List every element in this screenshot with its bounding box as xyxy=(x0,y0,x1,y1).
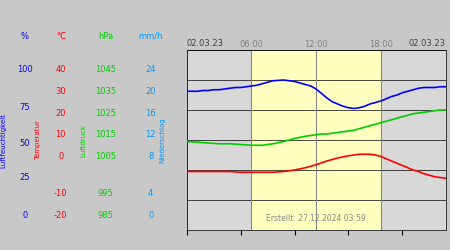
Text: 0: 0 xyxy=(58,152,63,161)
Text: °C: °C xyxy=(56,32,66,41)
Text: 4: 4 xyxy=(148,190,153,198)
Text: 40: 40 xyxy=(55,65,66,74)
Text: Erstellt: 27.12.2024 03:59: Erstellt: 27.12.2024 03:59 xyxy=(266,214,366,223)
Text: Temperatur: Temperatur xyxy=(35,120,41,160)
Text: 1035: 1035 xyxy=(95,87,116,96)
Text: 1005: 1005 xyxy=(95,152,116,161)
Text: mm/h: mm/h xyxy=(139,32,163,41)
Text: Luftdruck: Luftdruck xyxy=(80,124,86,156)
Text: 995: 995 xyxy=(98,190,113,198)
Text: -10: -10 xyxy=(54,190,68,198)
Bar xyxy=(187,50,252,230)
Text: 50: 50 xyxy=(19,139,30,148)
Text: hPa: hPa xyxy=(98,32,113,41)
Text: -20: -20 xyxy=(54,211,68,220)
Text: 0: 0 xyxy=(148,211,153,220)
Text: 20: 20 xyxy=(145,87,156,96)
Text: 75: 75 xyxy=(19,103,30,112)
Text: 16: 16 xyxy=(145,108,156,118)
Text: 1015: 1015 xyxy=(95,130,116,139)
Text: 100: 100 xyxy=(17,65,32,74)
Text: 12: 12 xyxy=(145,130,156,139)
Bar xyxy=(381,50,446,230)
Text: 02.03.23: 02.03.23 xyxy=(187,38,224,48)
Bar xyxy=(252,50,381,230)
Text: Niederschlag: Niederschlag xyxy=(159,117,165,163)
Text: 1045: 1045 xyxy=(95,65,116,74)
Text: 24: 24 xyxy=(145,65,156,74)
Text: 25: 25 xyxy=(19,173,30,182)
Text: 1025: 1025 xyxy=(95,108,116,118)
Text: %: % xyxy=(21,32,29,41)
Text: 20: 20 xyxy=(55,108,66,118)
Text: 30: 30 xyxy=(55,87,66,96)
Text: 02.03.23: 02.03.23 xyxy=(409,38,446,48)
Text: Luftfeuchtigkeit: Luftfeuchtigkeit xyxy=(0,112,7,168)
Text: 985: 985 xyxy=(98,211,114,220)
Text: 10: 10 xyxy=(55,130,66,139)
Text: 8: 8 xyxy=(148,152,153,161)
Text: 0: 0 xyxy=(22,211,27,220)
